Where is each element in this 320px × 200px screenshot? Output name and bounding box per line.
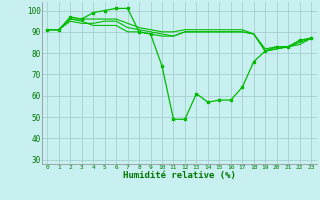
X-axis label: Humidité relative (%): Humidité relative (%) [123,171,236,180]
